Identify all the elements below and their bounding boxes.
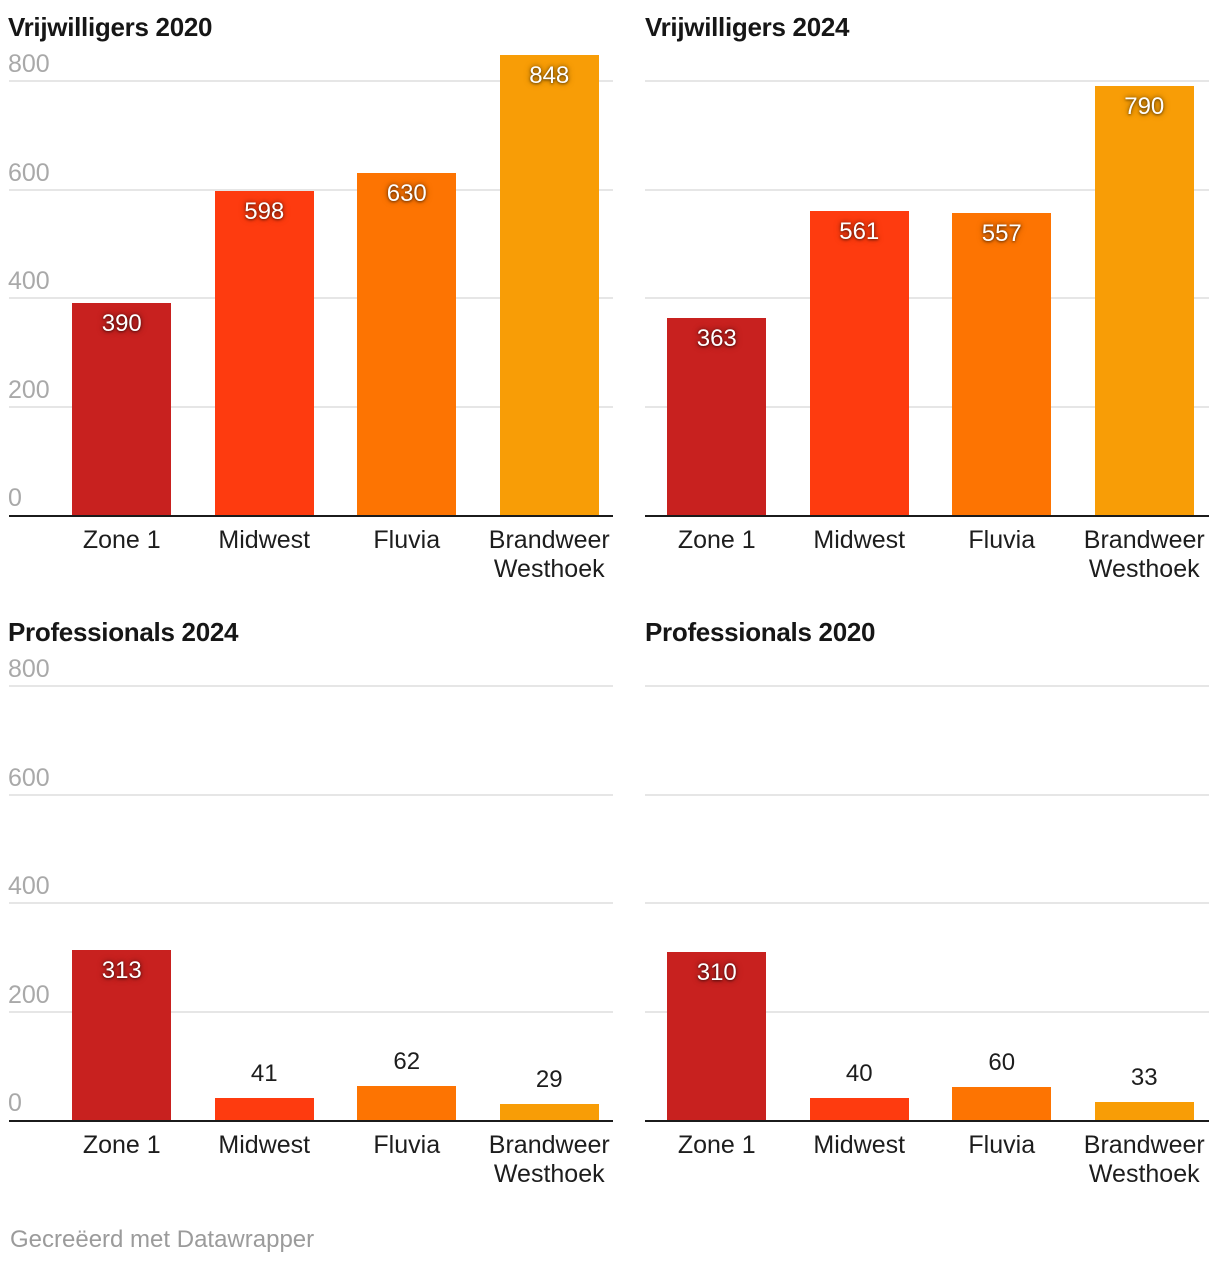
chart-title-professionals-2020: Professionals 2020: [645, 617, 876, 647]
y-tick-label: 200: [8, 375, 50, 404]
x-axis-label: Midwest: [218, 526, 311, 554]
bar-brandweer-westhoek: [1094, 86, 1194, 515]
gridline: [9, 80, 613, 82]
x-axis-label: Midwest: [218, 1131, 311, 1159]
x-axis-label: Zone 1: [677, 526, 756, 554]
value-label: 313: [101, 957, 142, 985]
x-axis-line: [9, 1119, 613, 1122]
gridline: [9, 793, 613, 796]
bar-zone-1: [667, 951, 767, 1120]
bar-midwest: [214, 190, 314, 515]
x-axis-line: [9, 514, 613, 517]
y-tick-label: 600: [8, 763, 50, 792]
bar-midwest: [214, 1097, 314, 1120]
gridline: [645, 297, 1209, 299]
value-label: 630: [386, 180, 427, 208]
x-axis-label: Brandweer Westhoek: [1083, 1131, 1205, 1188]
bar-zone-1: [72, 950, 172, 1120]
gridline: [645, 1010, 1209, 1013]
value-label: 363: [696, 325, 737, 353]
x-axis-label: Zone 1: [677, 1131, 756, 1159]
x-axis-label: Midwest: [813, 526, 906, 554]
bar-fluvia: [357, 173, 457, 515]
value-label: 848: [529, 61, 570, 89]
x-axis-label: Brandweer Westhoek: [488, 526, 610, 583]
gridline: [645, 902, 1209, 904]
bar-zone-1: [72, 303, 172, 515]
value-label: 40: [845, 1060, 873, 1088]
y-tick-label: 800: [8, 50, 50, 78]
gridline: [9, 685, 613, 687]
y-tick-label: 0: [8, 484, 22, 512]
value-label: 598: [244, 197, 285, 225]
bar-brandweer-westhoek: [1094, 1102, 1194, 1120]
value-label: 557: [981, 219, 1022, 247]
x-axis-label: Midwest: [813, 1131, 906, 1159]
gridline: [9, 1010, 613, 1013]
x-axis-label: Zone 1: [82, 526, 161, 554]
bar-midwest: [809, 1098, 909, 1120]
y-tick-label: 400: [8, 872, 50, 900]
x-axis-label: Fluvia: [373, 526, 441, 554]
bar-brandweer-westhoek: [499, 1104, 599, 1120]
chart-title-vrijwilligers-2020: Vrijwilligers 2020: [8, 12, 213, 42]
chart-title-vrijwilligers-2024: Vrijwilligers 2024: [645, 12, 850, 42]
chart-title-professionals-2024: Professionals 2024: [8, 617, 239, 647]
y-tick-label: 800: [8, 655, 50, 683]
gridline: [9, 188, 613, 191]
y-tick-label: 0: [8, 1089, 22, 1117]
value-label: 33: [1130, 1064, 1158, 1092]
x-axis-line: [645, 1119, 1209, 1122]
value-label: 310: [696, 958, 737, 986]
gridline: [645, 685, 1209, 687]
x-axis-label: Fluvia: [968, 1131, 1036, 1159]
bar-brandweer-westhoek: [499, 54, 599, 515]
attribution-text: Gecreëerd met Datawrapper: [10, 1226, 315, 1253]
y-tick-label: 600: [8, 158, 50, 187]
x-axis-label: Fluvia: [968, 526, 1036, 554]
gridline: [645, 793, 1209, 796]
x-axis-label: Fluvia: [373, 1131, 441, 1159]
x-axis-line: [645, 514, 1209, 517]
bar-fluvia: [357, 1086, 457, 1120]
x-axis-label: Zone 1: [82, 1131, 161, 1159]
value-label: 62: [393, 1048, 421, 1076]
x-axis-label: Brandweer Westhoek: [488, 1131, 610, 1188]
value-label: 390: [101, 310, 142, 338]
bar-midwest: [809, 210, 909, 515]
value-label: 29: [535, 1066, 563, 1094]
bar-fluvia: [952, 212, 1052, 515]
value-label: 60: [988, 1049, 1016, 1077]
gridline: [645, 405, 1209, 408]
value-label: 41: [250, 1059, 278, 1087]
y-tick-label: 200: [8, 980, 50, 1009]
x-axis-label: Brandweer Westhoek: [1083, 526, 1205, 583]
bar-zone-1: [667, 318, 767, 515]
bar-fluvia: [952, 1087, 1052, 1120]
gridline: [9, 902, 613, 904]
gridline: [645, 80, 1209, 82]
value-label: 561: [839, 217, 880, 245]
gridline: [645, 188, 1209, 191]
value-label: 790: [1124, 93, 1165, 121]
y-tick-label: 400: [8, 267, 50, 295]
